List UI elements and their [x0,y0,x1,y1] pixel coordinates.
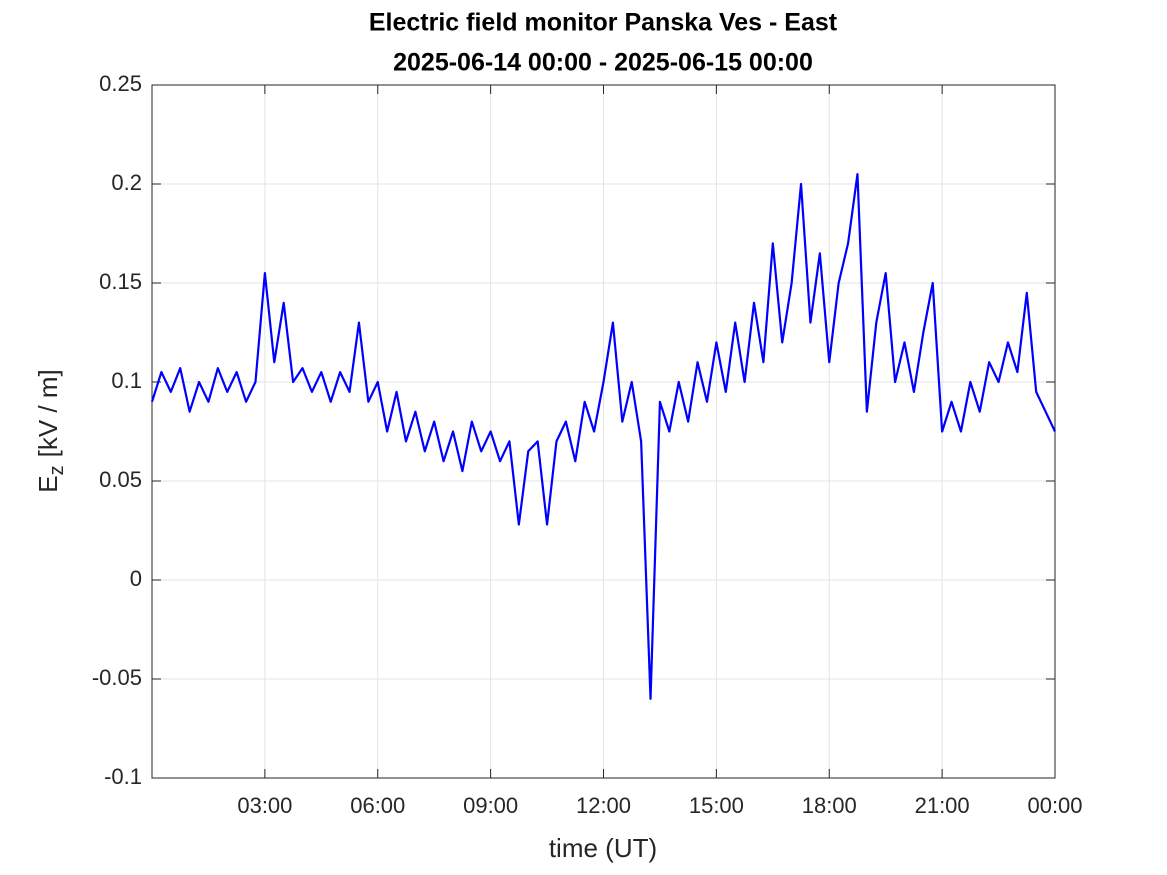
y-label-base: E [33,475,63,492]
x-tick-label: 09:00 [463,793,518,818]
x-axis-label: time (UT) [549,833,657,863]
x-tick-label: 06:00 [350,793,405,818]
chart-subtitle: 2025-06-14 00:00 - 2025-06-15 00:00 [393,49,813,77]
y-tick-label: 0.15 [99,269,142,294]
chart-title: Electric field monitor Panska Ves - East [369,9,838,37]
y-tick-label: 0 [130,566,142,591]
y-tick-label: 0.1 [111,368,142,393]
x-tick-label: 18:00 [802,793,857,818]
x-tick-label: 03:00 [237,793,292,818]
y-tick-label: 0.05 [99,467,142,492]
y-label-sub: z [46,465,68,475]
y-tick-label: 0.2 [111,170,142,195]
y-label-unit: [kV / m] [33,369,63,457]
y-tick-label: -0.05 [92,665,142,690]
y-axis-label: Ez [kV / m] [33,369,68,492]
y-tick-label: 0.25 [99,71,142,96]
y-tick-label: -0.1 [104,764,142,789]
x-tick-label: 00:00 [1027,793,1082,818]
x-tick-label: 12:00 [576,793,631,818]
x-tick-label: 15:00 [689,793,744,818]
x-tick-label: 21:00 [915,793,970,818]
data-line [150,173,1056,700]
